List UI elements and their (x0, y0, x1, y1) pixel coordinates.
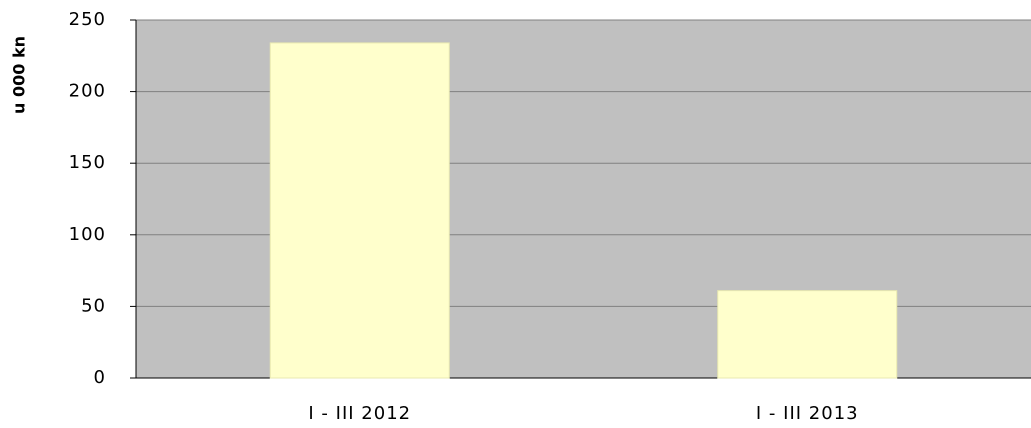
y-tick-label: 250 (69, 9, 106, 30)
bar (717, 290, 898, 379)
x-tick-label: I - III 2012 (308, 403, 411, 424)
y-axis-label: u 000 kn (10, 36, 29, 114)
bar (269, 42, 450, 379)
y-tick-label: 50 (81, 295, 106, 316)
y-tick-label: 200 (69, 81, 106, 102)
y-tick-label: 150 (69, 152, 106, 173)
x-tick-label: I - III 2013 (756, 403, 859, 424)
y-tick-label: 100 (69, 224, 106, 245)
y-tick-label: 0 (94, 367, 106, 388)
